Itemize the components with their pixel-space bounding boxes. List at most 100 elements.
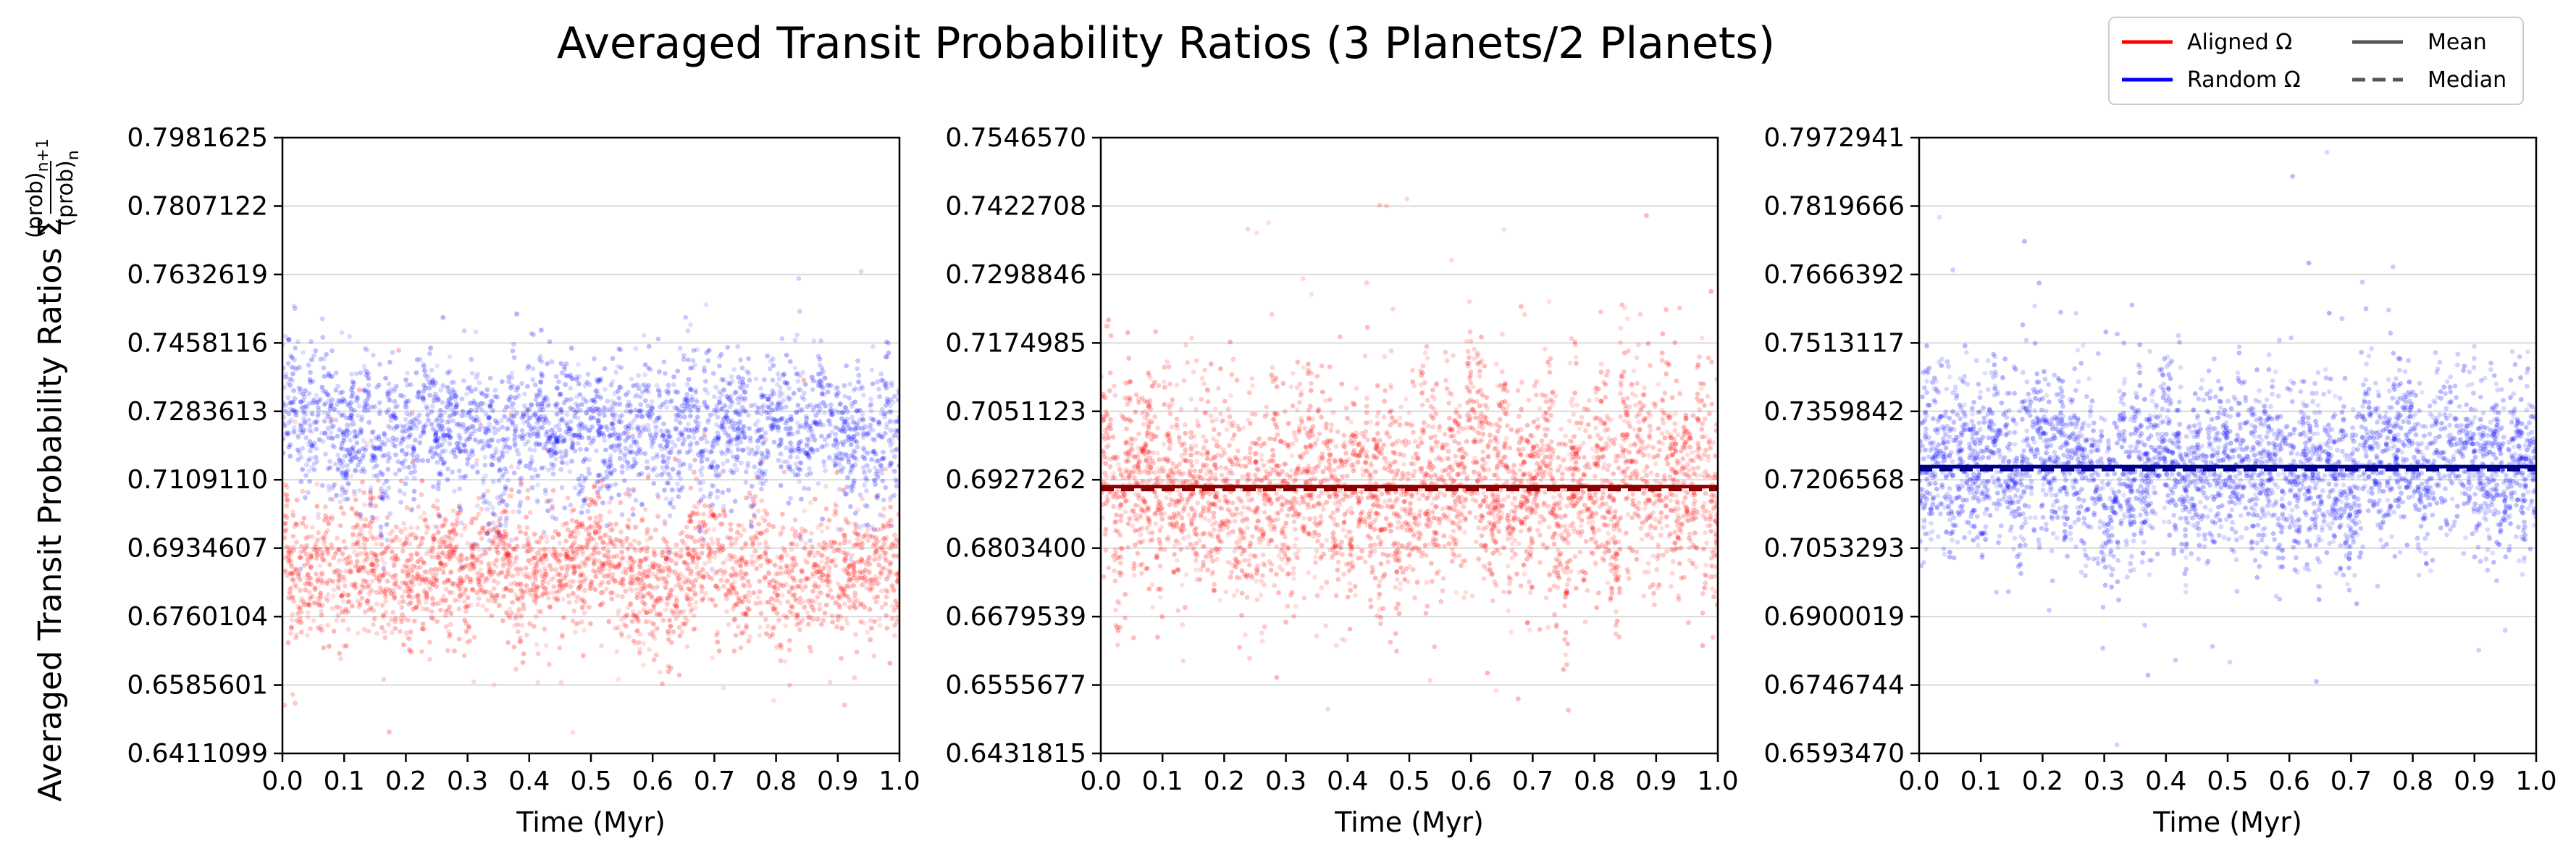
scatter-point: [644, 548, 650, 554]
scatter-point: [813, 496, 818, 502]
scatter-point: [731, 587, 736, 593]
scatter-point: [881, 541, 887, 547]
scatter-point: [425, 458, 431, 464]
scatter-point: [418, 514, 423, 520]
scatter-point: [304, 543, 309, 548]
scatter-point: [458, 532, 464, 538]
scatter-point: [300, 446, 305, 451]
scatter-point: [342, 577, 347, 583]
scatter-point: [482, 462, 488, 468]
scatter-point: [547, 661, 552, 667]
scatter-point: [487, 375, 493, 381]
scatter-point: [475, 372, 480, 377]
scatter-point: [833, 431, 839, 437]
scatter-point: [546, 467, 552, 473]
scatter-point: [524, 588, 530, 593]
scatter-point: [303, 388, 308, 393]
scatter-point: [705, 541, 710, 546]
scatter-point: [725, 535, 731, 540]
scatter-point: [871, 653, 876, 659]
scatter-point: [775, 554, 781, 560]
scatter-point: [710, 483, 716, 489]
scatter-point: [336, 585, 341, 591]
scatter-point: [726, 488, 731, 493]
scatter-point: [852, 530, 857, 535]
scatter-point: [290, 548, 296, 553]
scatter-point: [287, 549, 292, 555]
scatter-point: [730, 565, 736, 571]
scatter-point: [447, 543, 453, 549]
scatter-point: [642, 451, 647, 456]
scatter-point: [491, 561, 497, 567]
scatter-point: [688, 413, 693, 419]
scatter-point: [478, 567, 483, 572]
scatter-point: [626, 517, 632, 522]
scatter-point: [595, 479, 600, 485]
scatter-point: [692, 503, 697, 509]
scatter-point: [794, 598, 800, 603]
scatter-point: [574, 394, 579, 400]
scatter-point: [700, 597, 705, 603]
scatter-point: [428, 587, 433, 592]
scatter-point: [508, 581, 513, 587]
scatter-point: [663, 576, 668, 582]
scatter-point: [619, 633, 625, 638]
scatter-point: [735, 530, 740, 535]
scatter-point: [558, 680, 564, 685]
scatter-point: [561, 596, 566, 602]
scatter-point: [421, 560, 427, 566]
scatter-point: [622, 614, 628, 619]
scatter-point: [429, 367, 435, 373]
scatter-point: [697, 524, 702, 530]
scatter-point: [639, 502, 645, 508]
scatter-point: [330, 348, 335, 354]
scatter-point: [839, 625, 844, 631]
scatter-point: [364, 568, 370, 574]
scatter-point: [640, 577, 645, 582]
scatter-point: [303, 473, 309, 478]
scatter-point: [747, 634, 752, 640]
scatter-point: [582, 383, 588, 388]
scatter-point: [641, 581, 646, 587]
scatter-point: [540, 372, 545, 378]
scatter-point: [739, 460, 744, 466]
scatter-point: [628, 581, 634, 586]
scatter-point: [568, 502, 574, 508]
scatter-point: [721, 468, 726, 474]
scatter-point: [462, 617, 468, 623]
scatter-point: [533, 593, 539, 599]
scatter-point: [430, 601, 435, 607]
scatter-point: [671, 629, 676, 635]
scatter-point: [611, 554, 616, 559]
scatter-point: [335, 613, 341, 618]
scatter-point: [841, 442, 846, 448]
scatter-point: [343, 545, 348, 551]
scatter-point: [587, 586, 593, 591]
scatter-point: [333, 370, 339, 376]
scatter-point: [747, 377, 752, 383]
scatter-point: [747, 593, 752, 598]
scatter-point: [424, 404, 429, 409]
scatter-point: [707, 559, 712, 564]
scatter-point: [666, 455, 671, 461]
scatter-point: [493, 563, 499, 569]
scatter-point: [600, 580, 605, 585]
scatter-point: [883, 551, 888, 556]
scatter-point: [726, 433, 731, 438]
scatter-point: [392, 582, 397, 588]
scatter-point: [634, 413, 640, 419]
scatter-point: [365, 396, 370, 402]
scatter-point: [346, 592, 351, 598]
scatter-point: [752, 493, 758, 499]
scatter-point: [614, 553, 620, 559]
scatter-point: [535, 651, 541, 656]
scatter-point: [295, 603, 301, 609]
scatter-point: [284, 492, 290, 497]
scatter-point: [489, 613, 495, 619]
scatter-point: [457, 586, 463, 592]
scatter-point: [692, 469, 697, 475]
scatter-point: [458, 552, 464, 558]
scatter-point: [699, 472, 705, 478]
scatter-point: [872, 465, 878, 471]
scatter-point: [519, 613, 524, 619]
